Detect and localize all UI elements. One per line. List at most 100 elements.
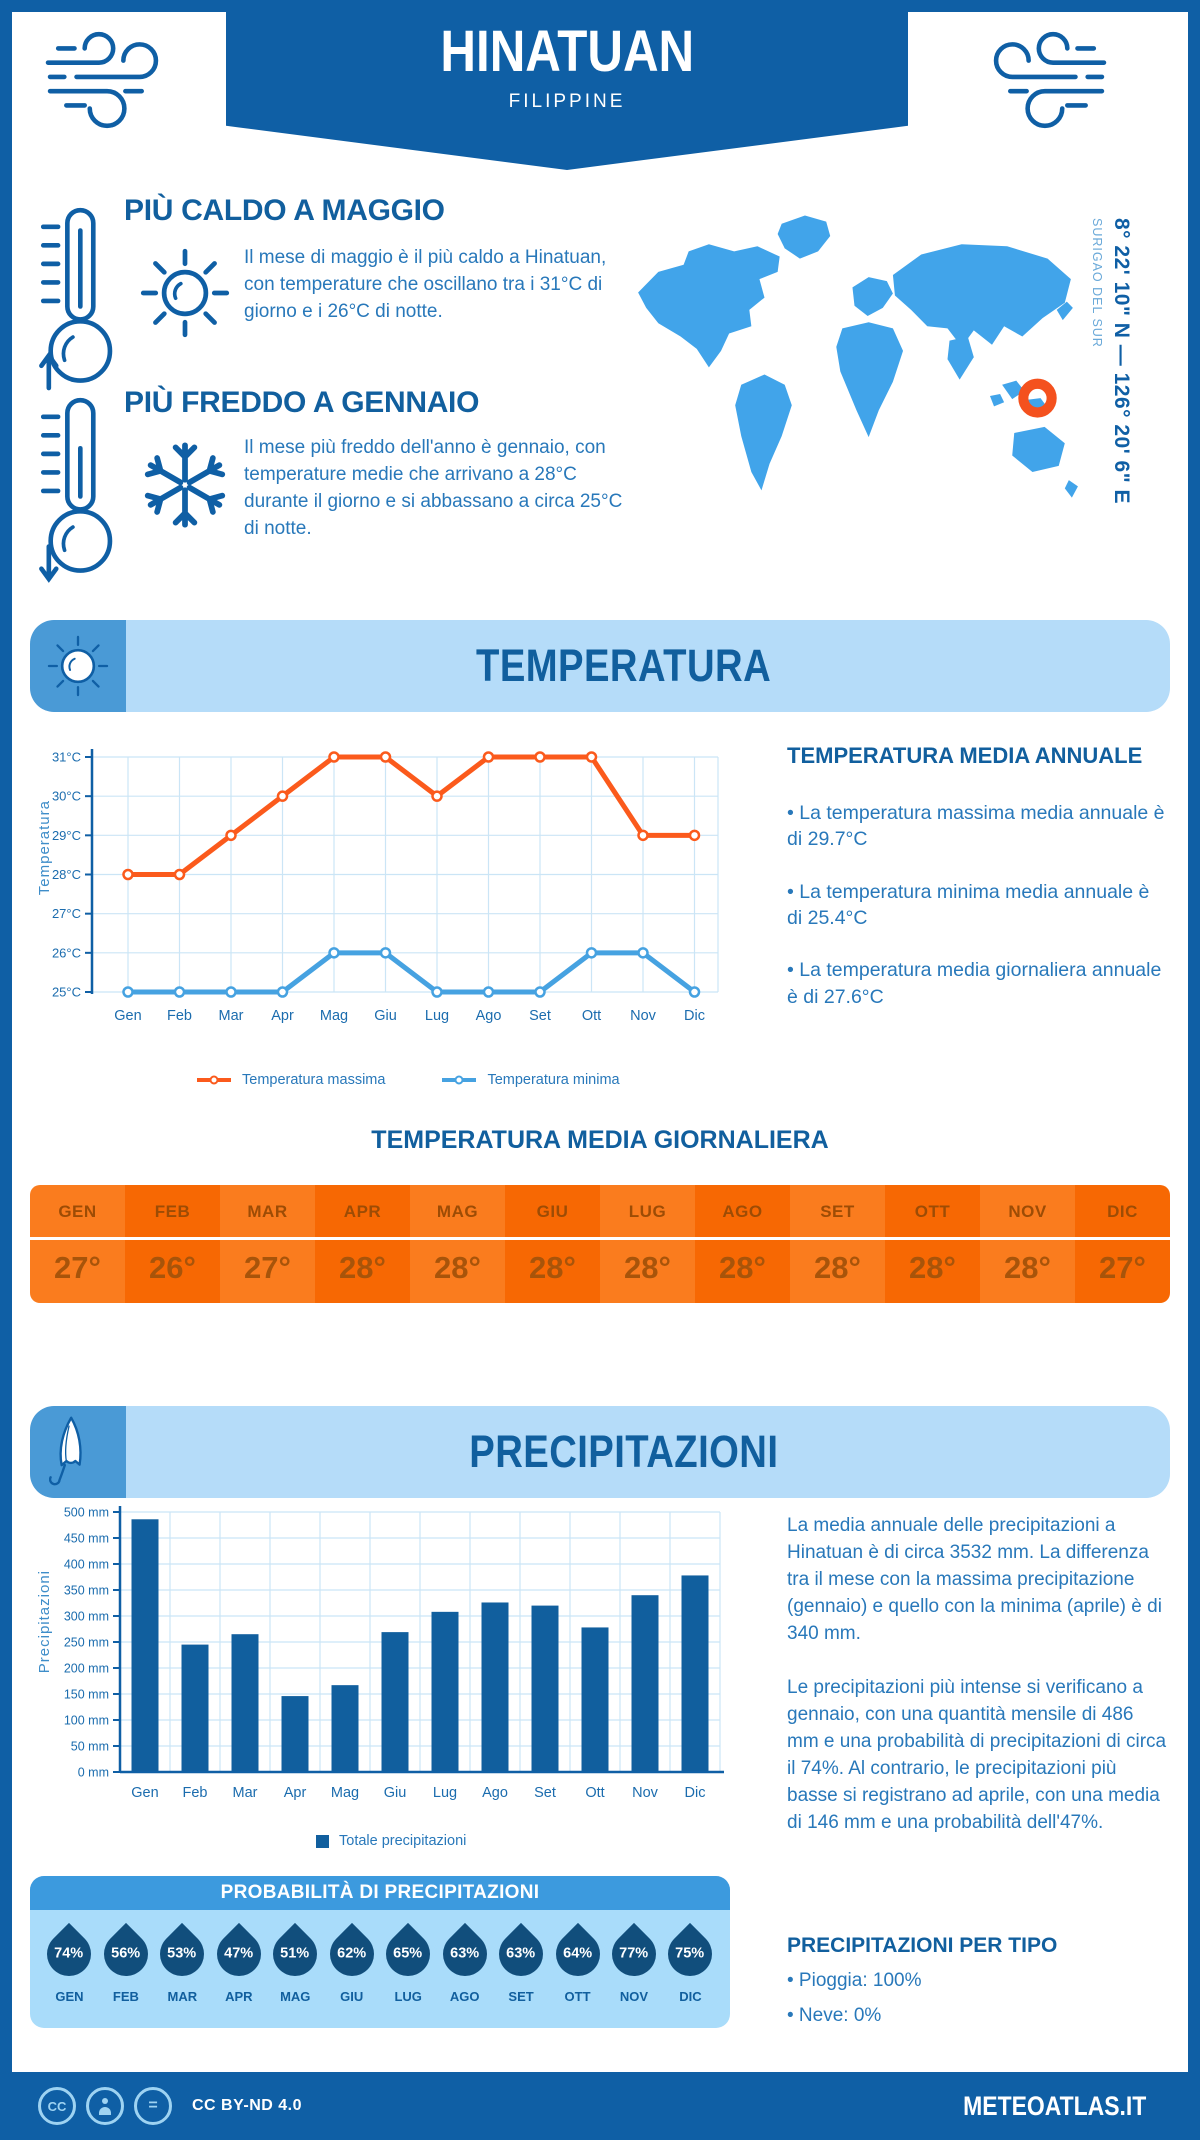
svg-text:Gen: Gen	[131, 1785, 158, 1801]
month-column: GEN 27°	[30, 1185, 125, 1303]
cold-title: PIÙ FREDDO A GENNAIO	[124, 386, 480, 419]
legend-min-label: Temperatura minima	[487, 1072, 620, 1088]
daily-heading: TEMPERATURA MEDIA GIORNALIERA	[371, 1126, 829, 1154]
probability-cell: 65% LUG	[377, 1922, 440, 2004]
probability-value: 63%	[450, 1946, 480, 1962]
svg-text:450 mm: 450 mm	[64, 1532, 109, 1546]
cc-glyph: CC	[47, 2098, 67, 2114]
temperature-legend: Temperatura massima Temperatura minima	[196, 1072, 620, 1088]
svg-text:Mar: Mar	[219, 1008, 244, 1024]
license-label: CC BY-ND 4.0	[192, 2097, 303, 2114]
probability-cell: 75% DIC	[659, 1922, 722, 2004]
umbrella-badge	[30, 1406, 126, 1498]
month-label: DIC	[1107, 1202, 1138, 1221]
probability-month: GIU	[340, 1989, 364, 2004]
probability-cell: 74% GEN	[38, 1922, 101, 2004]
month-label: NOV	[1008, 1202, 1047, 1221]
probability-value: 56%	[111, 1946, 141, 1962]
month-column: LUG 28°	[600, 1185, 695, 1303]
probability-month: MAR	[167, 1989, 198, 2004]
month-column: MAG 28°	[410, 1185, 505, 1303]
section-title: PRECIPITAZIONI	[469, 1426, 779, 1477]
month-column: GIU 28°	[505, 1185, 600, 1303]
month-mean-value: 28°	[624, 1250, 671, 1285]
month-mean-value: 28°	[1004, 1250, 1051, 1285]
droplet-icon: 51%	[264, 1922, 327, 1986]
probability-cell: 53% MAR	[151, 1922, 214, 2004]
warm-text: Il mese di maggio è il più caldo a Hinat…	[244, 247, 607, 323]
location-marker	[1018, 378, 1057, 418]
droplet-icon: 56%	[94, 1922, 158, 1986]
droplet-icon: 77%	[602, 1922, 666, 1986]
header-banner: HINATUAN FILIPPINE	[226, 0, 908, 170]
legend-max-label: Temperatura massima	[242, 1072, 386, 1088]
month-mean-value: 28°	[719, 1250, 766, 1285]
svg-text:Feb: Feb	[167, 1008, 192, 1024]
svg-text:Giu: Giu	[384, 1785, 407, 1801]
probability-month: APR	[225, 1989, 253, 2004]
month-label: APR	[343, 1202, 382, 1221]
probability-month: DIC	[679, 1989, 702, 2004]
svg-text:28°C: 28°C	[52, 867, 81, 882]
banner-body: TEMPERATURA	[126, 620, 1170, 712]
month-mean-value: 28°	[339, 1250, 386, 1285]
probability-value: 47%	[224, 1946, 254, 1962]
thermometer-down-icon	[39, 397, 113, 583]
month-column: DIC 27°	[1075, 1185, 1170, 1303]
thermometer-up-icon	[39, 207, 113, 391]
probability-value: 65%	[393, 1946, 423, 1962]
world-map	[628, 195, 1083, 513]
svg-text:400 mm: 400 mm	[64, 1558, 109, 1572]
snowflake-icon	[138, 442, 232, 532]
annual-bullet: • La temperatura minima media annuale è …	[787, 880, 1150, 929]
month-mean-value: 27°	[244, 1250, 291, 1285]
probability-value: 64%	[563, 1946, 593, 1962]
table-separator	[30, 1237, 1170, 1240]
legend-total-label: Totale precipitazioni	[339, 1833, 467, 1849]
probability-month: FEB	[112, 1989, 139, 2004]
probability-value: 51%	[280, 1946, 310, 1962]
month-mean-value: 26°	[149, 1250, 196, 1285]
precip-paragraph: Le precipitazioni più intense si verific…	[787, 1677, 1167, 1833]
svg-text:Apr: Apr	[271, 1008, 294, 1024]
probability-value: 53%	[167, 1946, 197, 1962]
page-title: HINATUAN	[440, 19, 694, 84]
month-column: OTT 28°	[885, 1185, 980, 1303]
probability-value: 77%	[619, 1946, 649, 1962]
month-label: MAG	[436, 1202, 479, 1221]
month-mean-value: 27°	[1099, 1250, 1146, 1285]
month-mean-value: 28°	[814, 1250, 861, 1285]
nd-glyph: =	[148, 2097, 158, 2114]
droplet-icon: 65%	[377, 1922, 440, 1986]
umbrella-icon	[49, 1416, 82, 1486]
probability-cell: 77% NOV	[602, 1922, 666, 2004]
coordinates-label: 8° 22' 10" N — 126° 20' 6" E	[1110, 218, 1133, 505]
attribution-person-icon	[86, 2087, 124, 2125]
month-label: OTT	[914, 1202, 951, 1221]
annual-bullet: • La temperatura massima media annuale è…	[787, 802, 1165, 851]
month-mean-value: 27°	[54, 1250, 101, 1285]
droplet-icon: 62%	[320, 1922, 383, 1986]
month-label: FEB	[154, 1202, 191, 1221]
precip-paragraph: La media annuale delle precipitazioni a …	[787, 1515, 1162, 1644]
sun-icon	[140, 248, 230, 338]
wind-icon	[45, 31, 159, 129]
no-derivatives-icon: =	[134, 2087, 172, 2125]
month-label: MAR	[247, 1202, 288, 1221]
svg-text:29°C: 29°C	[52, 828, 81, 843]
temperature-chart: 25°C 26°C 27°C 28°C 29°C 30°C 31°C Gen Feb Mar Apr…	[52, 749, 719, 1024]
svg-text:0 mm: 0 mm	[78, 1766, 109, 1780]
bytype-bullet: • Pioggia: 100%	[787, 1970, 922, 1991]
svg-text:Set: Set	[534, 1785, 556, 1801]
probability-heading: PROBABILITÀ DI PRECIPITAZIONI	[30, 1876, 730, 1910]
svg-text:250 mm: 250 mm	[64, 1636, 109, 1650]
svg-text:31°C: 31°C	[52, 750, 81, 765]
annual-bullets: • La temperatura massima media annuale è…	[787, 800, 1165, 1036]
svg-text:Ago: Ago	[476, 1008, 502, 1024]
precipitation-chart: 0 mm 50 mm 100 mm 150 mm 200 mm 250 mm 300 mm 3…	[64, 1506, 724, 1801]
month-mean-value: 28°	[909, 1250, 956, 1285]
probability-panel: PROBABILITÀ DI PRECIPITAZIONI 74% GEN 56% F…	[30, 1876, 730, 2028]
svg-text:Nov: Nov	[632, 1785, 659, 1801]
probability-month: AGO	[449, 1989, 480, 2004]
probability-month: GEN	[55, 1989, 84, 2004]
